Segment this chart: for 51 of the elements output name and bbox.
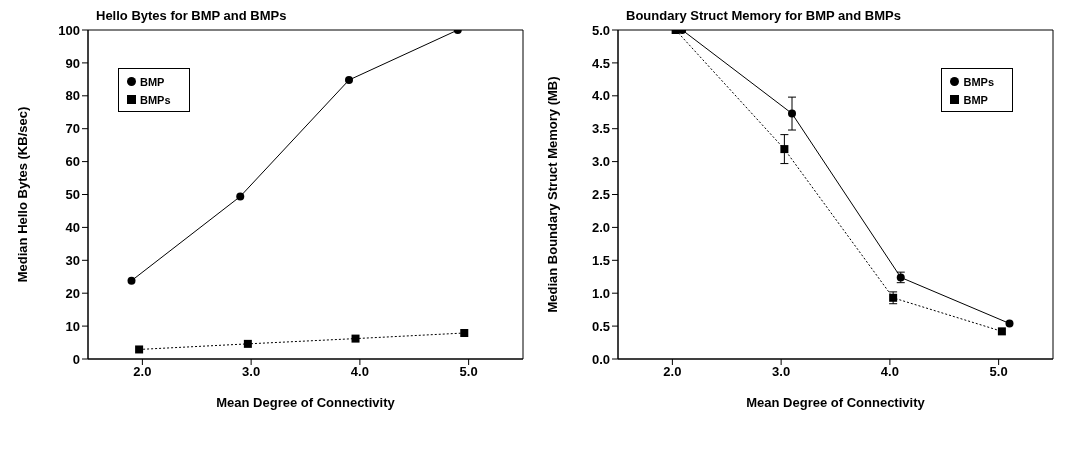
y-tick-label: 80 xyxy=(65,88,80,104)
point xyxy=(127,276,136,285)
y-tick-label: 70 xyxy=(65,121,80,137)
x-tick-label: 2.0 xyxy=(663,364,682,380)
legend-label: BMP xyxy=(963,94,988,106)
point xyxy=(780,145,789,154)
point xyxy=(243,339,252,348)
y-tick-label: 1.0 xyxy=(591,285,610,301)
y-tick-label: 90 xyxy=(65,55,80,71)
x-tick-label: 5.0 xyxy=(459,364,478,380)
point xyxy=(351,334,360,343)
point xyxy=(997,327,1006,336)
point xyxy=(345,76,353,85)
y-tick-label: 60 xyxy=(65,154,80,170)
y-tick-label: 1.5 xyxy=(591,252,610,268)
x-tick-label: 3.0 xyxy=(242,364,261,380)
x-axis-title: Mean Degree of Connectivity xyxy=(746,395,926,410)
y-tick-label: 0 xyxy=(72,351,80,367)
y-tick-label: 100 xyxy=(58,22,80,38)
y-tick-label: 0.0 xyxy=(591,351,610,367)
y-tick-label: 5.0 xyxy=(591,22,610,38)
y-tick-label: 10 xyxy=(65,318,80,334)
x-tick-label: 2.0 xyxy=(133,364,152,380)
chart-title: Hello Bytes for BMP and BMPs xyxy=(96,8,287,23)
point xyxy=(135,345,144,354)
legend-label: BMPs xyxy=(963,76,994,88)
point xyxy=(460,329,469,338)
y-axis-title: Median Hello Bytes (KB/sec) xyxy=(14,106,30,283)
y-tick-label: 50 xyxy=(65,187,80,203)
x-tick-label: 4.0 xyxy=(880,364,899,380)
y-tick-label: 2.0 xyxy=(591,220,610,236)
x-tick-label: 5.0 xyxy=(989,364,1008,380)
y-tick-label: 3.5 xyxy=(591,121,610,137)
chart-title: Boundary Struct Memory for BMP and BMPs xyxy=(626,8,901,23)
x-tick-label: 3.0 xyxy=(772,364,791,380)
y-tick-label: 30 xyxy=(65,252,80,268)
y-tick-label: 4.5 xyxy=(591,55,610,71)
y-tick-label: 3.0 xyxy=(591,154,610,170)
y-tick-label: 40 xyxy=(65,220,80,236)
y-tick-label: 4.0 xyxy=(591,88,610,104)
y-tick-label: 0.5 xyxy=(591,318,610,334)
y-axis-title: Median Boundary Struct Memory (MB) xyxy=(544,76,560,313)
point xyxy=(1005,319,1014,328)
point xyxy=(236,192,245,201)
legend-label: BMPs xyxy=(140,94,171,106)
x-tick-label: 4.0 xyxy=(350,364,369,380)
x-axis-title: Mean Degree of Connectivity xyxy=(216,395,396,410)
point xyxy=(788,109,796,118)
y-tick-label: 2.5 xyxy=(591,187,610,203)
y-tick-label: 20 xyxy=(65,285,80,301)
legend-label: BMP xyxy=(140,76,165,88)
